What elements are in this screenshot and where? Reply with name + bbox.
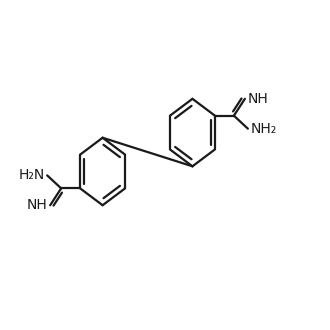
Text: NH: NH (248, 92, 268, 106)
Text: NH₂: NH₂ (250, 122, 277, 136)
Text: H₂N: H₂N (18, 168, 45, 182)
Text: NH: NH (27, 198, 48, 212)
